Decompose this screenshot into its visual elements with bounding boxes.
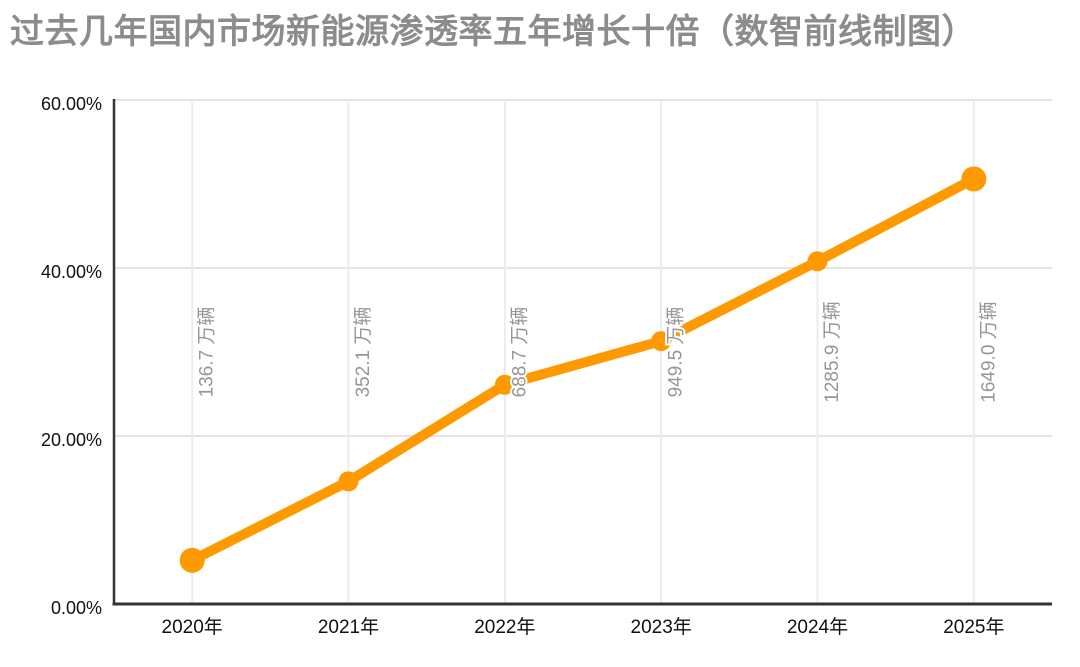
series-line bbox=[187, 173, 979, 566]
y-axis-tick-label: 40.00% bbox=[41, 262, 102, 282]
x-axis-tick-label: 2022年 bbox=[474, 616, 535, 638]
x-axis-tick-label: 2025年 bbox=[943, 616, 1004, 638]
data-point-label: 1649.0 万辆 bbox=[977, 301, 999, 402]
x-axis-tick-label: 2023年 bbox=[631, 616, 692, 638]
x-axis-tick-label: 2021年 bbox=[318, 616, 379, 638]
data-point bbox=[179, 547, 205, 573]
data-point-label: 949.5 万辆 bbox=[665, 307, 687, 398]
data-point bbox=[807, 251, 828, 272]
data-point-label: 688.7 万辆 bbox=[508, 307, 530, 398]
data-point-label: 136.7 万辆 bbox=[196, 307, 218, 398]
data-point-label: 352.1 万辆 bbox=[352, 307, 374, 398]
data-point bbox=[961, 166, 987, 192]
data-point-label: 1285.9 万辆 bbox=[821, 301, 843, 402]
data-point bbox=[494, 374, 515, 395]
data-point bbox=[338, 471, 359, 492]
y-axis-tick-label: 0.00% bbox=[51, 598, 102, 618]
y-axis-tick-label: 20.00% bbox=[41, 430, 102, 450]
x-axis-tick-label: 2020年 bbox=[162, 616, 223, 638]
y-axis-tick-label: 60.00% bbox=[41, 94, 102, 114]
chart-title: 过去几年国内市场新能源渗透率五年增长十倍（数智前线制图） bbox=[10, 13, 976, 51]
data-point bbox=[651, 331, 672, 352]
x-axis-tick-label: 2024年 bbox=[787, 616, 848, 638]
